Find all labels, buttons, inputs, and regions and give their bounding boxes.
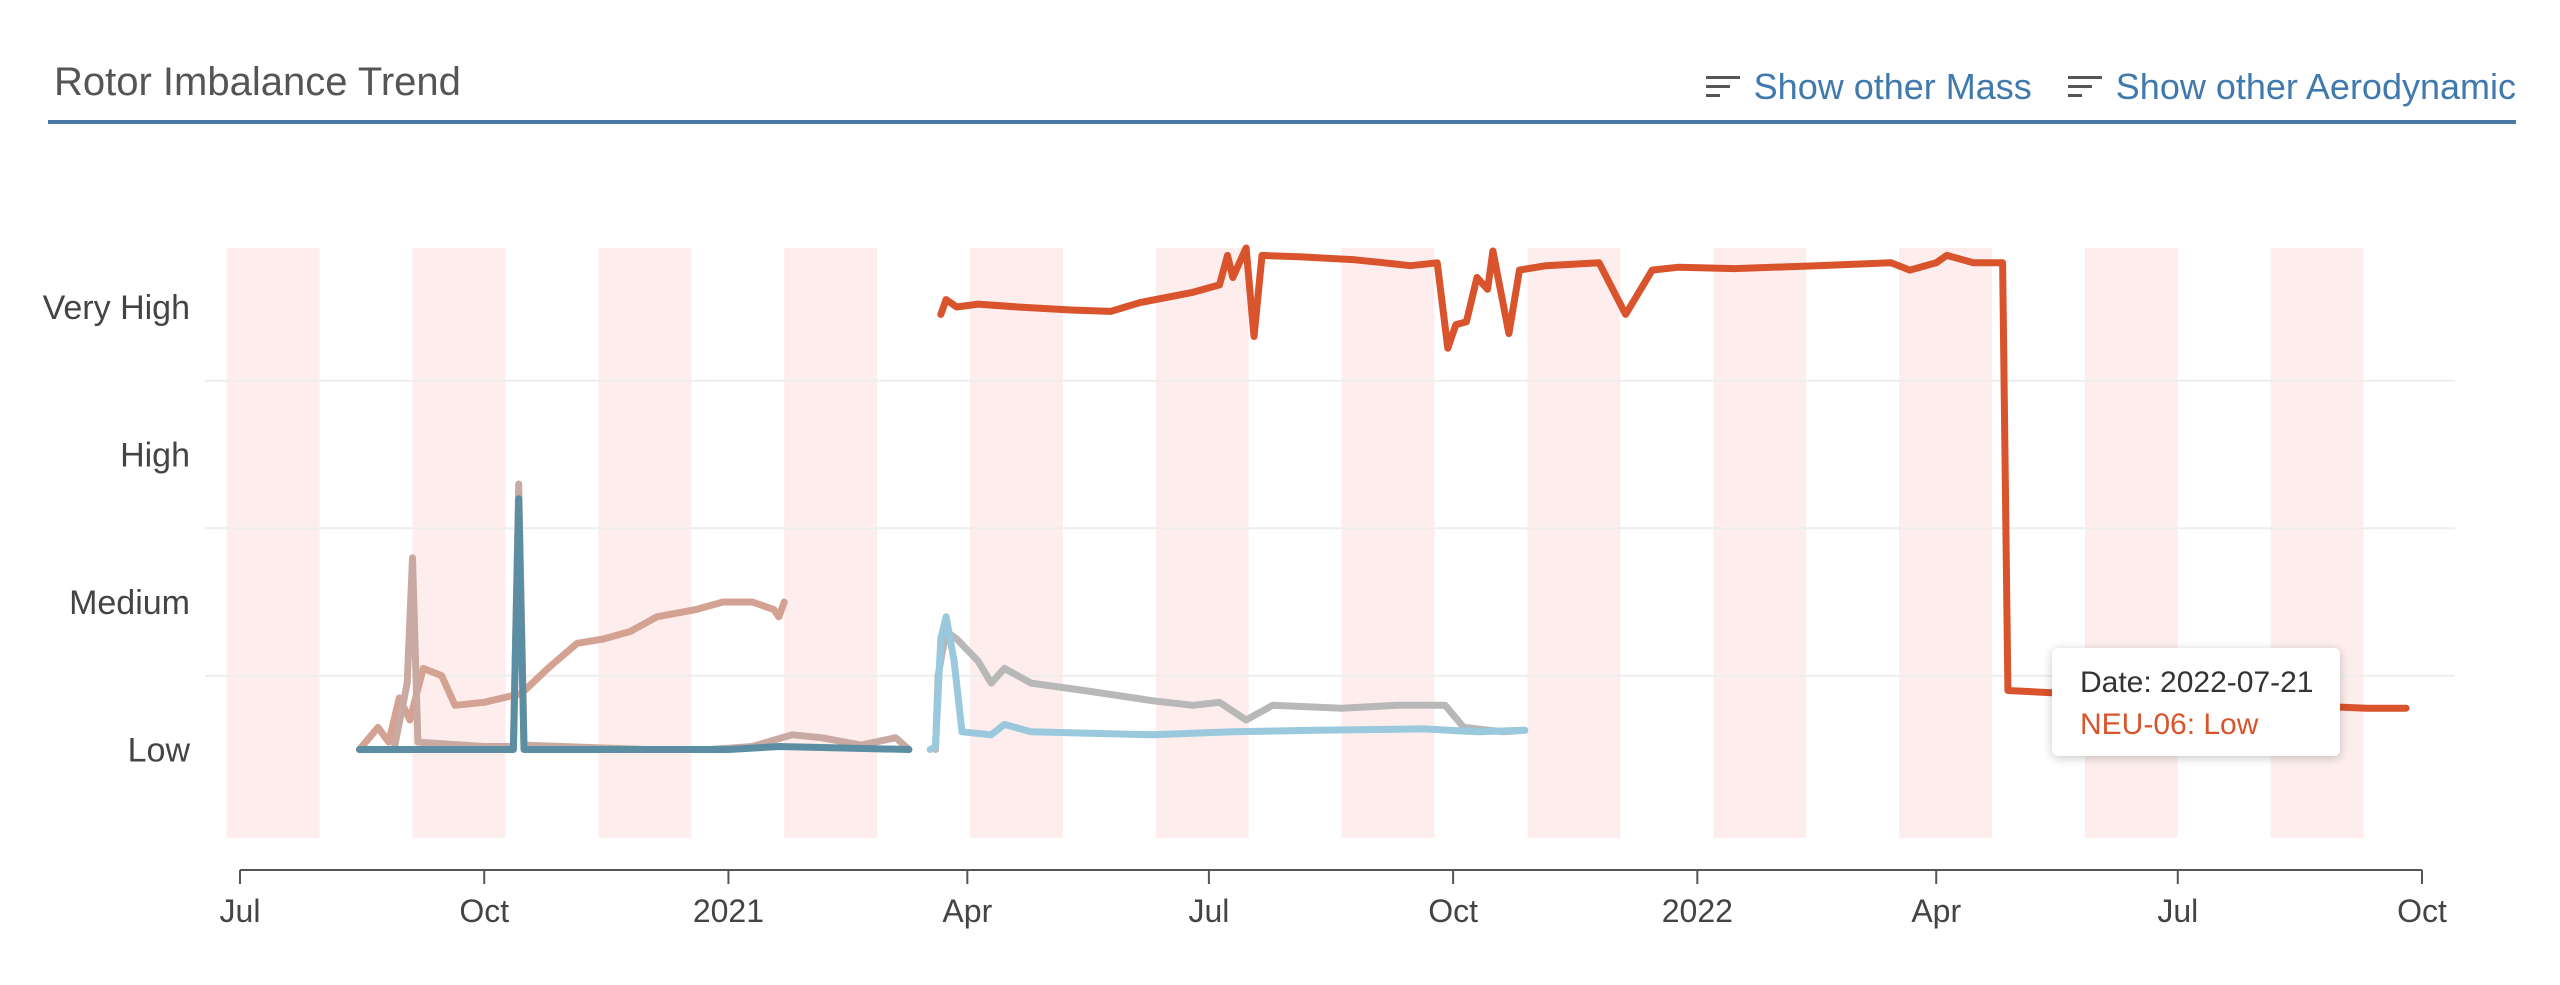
chart-title: Rotor Imbalance Trend — [54, 60, 461, 104]
series-line-5 — [932, 628, 1529, 753]
x-tick-label: 2022 — [1662, 893, 1733, 929]
tooltip-value: NEU-06: Low — [2080, 708, 2259, 741]
x-tick-label: Oct — [1428, 893, 1478, 929]
x-tick-label: Jul — [2157, 893, 2198, 929]
show-other-mass-label: Show other Mass — [1753, 66, 2032, 107]
y-tick-label: Medium — [69, 584, 190, 622]
show-other-aerodynamic-button[interactable]: Show other Aerodynamic — [2067, 66, 2516, 108]
show-other-mass-button[interactable]: Show other Mass — [1705, 66, 2032, 108]
x-tick-label: 2021 — [693, 893, 764, 929]
background-band — [1899, 248, 1992, 838]
y-tick-label: High — [120, 437, 190, 475]
sort-lines-icon — [1705, 74, 1740, 100]
background-band — [226, 248, 320, 838]
y-tick-label: Very High — [43, 289, 190, 327]
background-band — [969, 248, 1063, 838]
background-band — [598, 248, 692, 838]
x-tick-label: Oct — [2397, 893, 2447, 929]
header-links: Show other Mass Show other Aerodynamic — [1705, 66, 2516, 108]
chart-tooltip: Date: 2022-07-21 NEU-06: Low — [2052, 648, 2340, 756]
x-tick-label: Apr — [942, 893, 992, 929]
background-band — [1713, 248, 1807, 838]
chart-header: Rotor Imbalance Trend Show other Mass Sh… — [48, 54, 2516, 124]
tooltip-date: Date: 2022-07-21 — [2080, 666, 2314, 699]
sort-lines-icon — [2067, 74, 2102, 100]
x-tick-label: Oct — [459, 893, 509, 929]
series-line-6 — [926, 613, 1529, 753]
x-tick-label: Apr — [1911, 893, 1961, 929]
background-band — [1527, 248, 1621, 838]
show-other-aerodynamic-label: Show other Aerodynamic — [2115, 66, 2516, 107]
x-tick-label: Jul — [220, 893, 261, 929]
series-line-1 — [937, 244, 2410, 712]
x-tick-label: Jul — [1188, 893, 1229, 929]
series-line-4 — [356, 495, 913, 753]
background-band — [1155, 248, 1249, 838]
background-band — [1341, 248, 1435, 838]
y-tick-label: Low — [128, 732, 191, 770]
